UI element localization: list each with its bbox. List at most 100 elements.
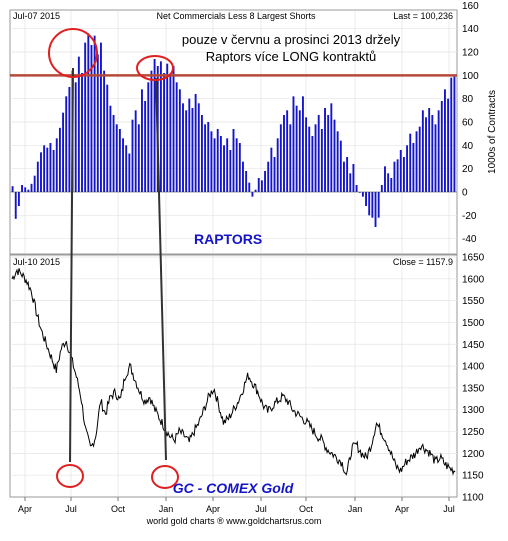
- raptors-bar: [141, 89, 143, 192]
- raptors-bar: [11, 186, 14, 192]
- circle-december-low: [151, 465, 179, 489]
- raptors-bar: [305, 117, 308, 192]
- raptors-bar: [406, 145, 409, 192]
- top-y-tick-label: 80: [462, 94, 474, 105]
- raptors-bar: [40, 152, 42, 192]
- raptors-bar: [251, 192, 254, 197]
- raptors-bar: [46, 147, 49, 192]
- raptors-bar: [21, 185, 23, 192]
- raptors-bar: [93, 35, 96, 192]
- raptors-bar: [52, 150, 55, 192]
- raptors-bar: [58, 127, 61, 192]
- raptors-bar: [219, 136, 222, 192]
- raptors-bar: [260, 180, 263, 192]
- raptors-bar: [235, 138, 238, 192]
- raptors-bar: [273, 157, 276, 192]
- raptors-bar: [147, 82, 150, 192]
- top-y-tick-labels: -40 -20 0 20 40 60 80 100 120 140 160: [462, 1, 479, 245]
- raptors-bar: [314, 124, 317, 192]
- raptors-bar: [122, 138, 124, 192]
- top-y-tick-label: -20: [462, 211, 477, 222]
- raptors-bar: [276, 138, 279, 192]
- raptors-bar: [194, 94, 197, 192]
- top-y-tick-label: 120: [462, 48, 479, 59]
- raptors-bar: [62, 112, 65, 192]
- raptors-bar: [242, 161, 244, 192]
- raptors-bar: [267, 161, 270, 192]
- raptors-bar: [428, 108, 431, 192]
- raptors-bar: [286, 110, 289, 192]
- raptors-bar: [109, 105, 112, 192]
- x-tick-label: Jul: [255, 504, 267, 514]
- raptors-bar: [343, 161, 345, 192]
- raptors-bar: [213, 138, 216, 192]
- raptors-bar: [418, 126, 421, 192]
- raptors-bar: [311, 136, 314, 192]
- bottom-y-tick-label: 1100: [462, 493, 484, 504]
- raptors-bar: [437, 110, 440, 192]
- raptors-bar: [112, 115, 115, 192]
- bottom-header-close: Close = 1157.9: [393, 257, 453, 267]
- annotation-title: pouze v červnu a prosinci 2013 držely: [182, 32, 401, 47]
- annotation-subtitle: Raptors více LONG kontraktů: [206, 49, 377, 64]
- bottom-y-tick-label: 1450: [462, 340, 485, 351]
- raptors-bar: [200, 115, 203, 192]
- raptors-bar: [371, 192, 374, 218]
- raptors-bar: [292, 96, 295, 192]
- bottom-y-tick-label: 1300: [462, 405, 485, 416]
- bottom-y-tick-label: 1350: [462, 383, 485, 394]
- raptors-bar: [393, 161, 396, 192]
- raptors-bar: [36, 161, 39, 192]
- raptors-bar: [409, 133, 412, 192]
- raptors-bar: [257, 178, 260, 192]
- top-y-tick-label: 40: [462, 141, 474, 152]
- raptors-bar: [96, 54, 99, 192]
- raptors-bar: [245, 171, 248, 192]
- raptors-bar: [210, 131, 213, 192]
- raptors-bar: [264, 171, 266, 192]
- footer-credit: world gold charts ® www.goldchartsrus.co…: [146, 516, 322, 526]
- raptors-bar: [270, 147, 273, 192]
- raptors-bar: [301, 96, 304, 192]
- x-tick-label: Jan: [348, 504, 363, 514]
- raptors-bar: [374, 192, 377, 227]
- raptors-bar: [279, 124, 282, 192]
- raptors-bar: [169, 75, 172, 192]
- top-y-tick-label: 0: [462, 188, 468, 199]
- raptors-bar: [182, 103, 184, 192]
- raptors-bar: [336, 131, 339, 192]
- raptors-bar: [153, 59, 156, 192]
- connector-december: [155, 77, 167, 461]
- raptors-bar: [399, 150, 402, 192]
- raptors-bar: [172, 66, 175, 192]
- raptors-bar: [330, 103, 333, 192]
- connector-june: [69, 67, 74, 463]
- raptors-bar: [216, 129, 219, 192]
- bottom-header-date: Jul-10 2015: [13, 257, 60, 267]
- raptors-bar: [289, 124, 292, 192]
- raptors-bar: [415, 131, 418, 192]
- raptors-bar: [159, 61, 162, 192]
- raptors-bar: [17, 192, 20, 206]
- circle-december-peak: [136, 55, 174, 81]
- raptors-bar: [412, 143, 415, 192]
- bottom-y-tick-label: 1200: [462, 449, 485, 460]
- raptors-bar: [352, 164, 355, 192]
- raptors-bar: [421, 110, 424, 192]
- raptors-bar: [115, 124, 118, 192]
- raptors-bar: [402, 157, 405, 192]
- raptors-bar: [346, 157, 349, 192]
- raptors-bar: [65, 96, 68, 192]
- raptors-bar: [450, 77, 453, 192]
- raptors-bar: [238, 143, 241, 192]
- raptors-bar: [380, 185, 383, 192]
- x-tick-label: Oct: [299, 504, 314, 514]
- raptors-bar: [431, 115, 434, 192]
- top-chart-title: Net Commercials Less 8 Largest Shorts: [156, 11, 316, 21]
- raptors-bar: [232, 129, 235, 192]
- raptors-bar: [248, 182, 251, 192]
- raptors-bar: [33, 175, 36, 192]
- x-tick-label: Jan: [159, 504, 174, 514]
- raptors-bar: [368, 192, 371, 216]
